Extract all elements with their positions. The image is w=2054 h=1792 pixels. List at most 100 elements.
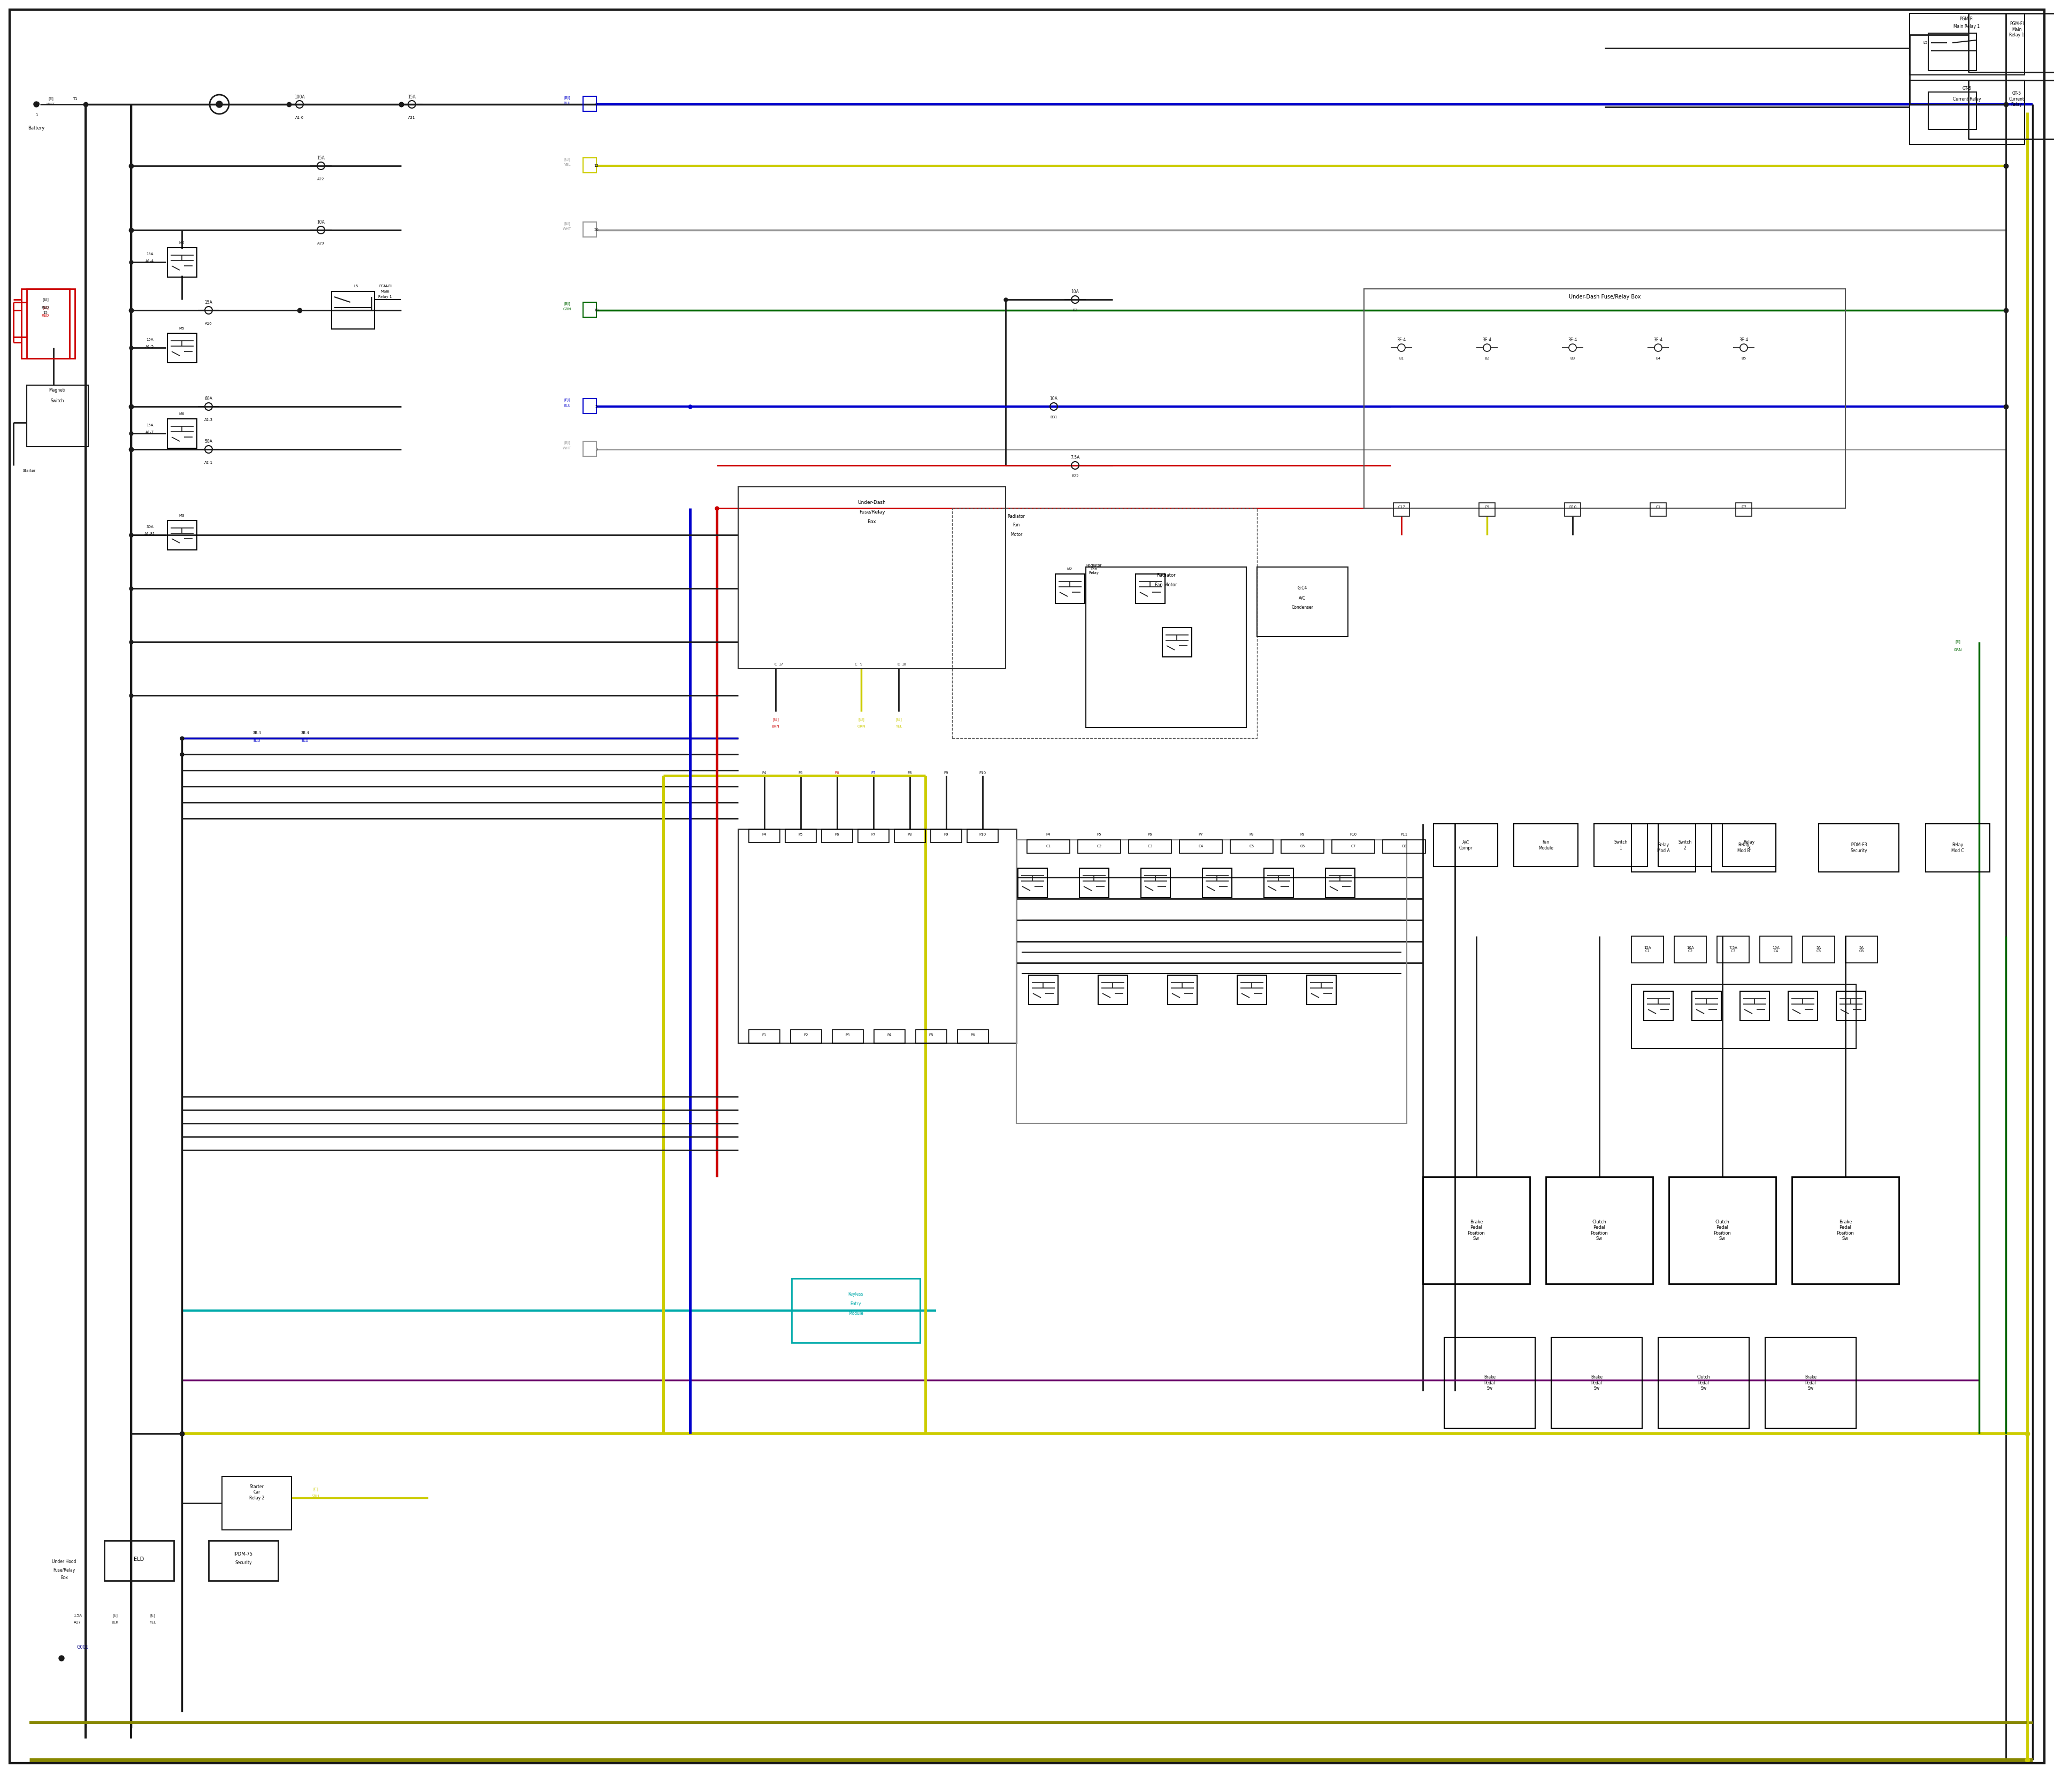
Text: P1: P1: [762, 1034, 766, 1038]
Text: [EJ]: [EJ]: [43, 297, 49, 301]
Bar: [737, 830, 1017, 1043]
Text: D7: D7: [1742, 505, 1746, 509]
Bar: [916, 1030, 947, 1043]
Bar: [1263, 867, 1294, 898]
Text: Starter: Starter: [23, 470, 35, 473]
Bar: [210, 1541, 277, 1581]
Bar: [1789, 991, 1818, 1021]
Bar: [1282, 840, 1325, 853]
Text: P6: P6: [834, 833, 840, 837]
Text: P10: P10: [980, 833, 986, 837]
Text: B4: B4: [1656, 357, 1660, 360]
Text: B2: B2: [1485, 357, 1489, 360]
Bar: [1202, 867, 1232, 898]
Bar: [331, 292, 374, 330]
Bar: [27, 289, 74, 358]
Bar: [1257, 566, 1347, 636]
Text: P5: P5: [799, 833, 803, 837]
Text: Condenser: Condenser: [1292, 606, 1313, 609]
Text: YEL: YEL: [896, 724, 902, 728]
Text: C7: C7: [1352, 844, 1356, 848]
Bar: [1723, 824, 1777, 867]
Bar: [1668, 1177, 1777, 1283]
Bar: [1325, 867, 1356, 898]
Bar: [1078, 840, 1121, 853]
Text: C17: C17: [1399, 505, 1405, 509]
Text: [EJ]: [EJ]: [563, 222, 571, 226]
Bar: [1594, 824, 1647, 867]
Text: B2: B2: [1072, 308, 1078, 312]
Text: [EJ]: [EJ]: [563, 398, 571, 401]
Bar: [1643, 991, 1674, 1021]
Bar: [222, 1477, 292, 1530]
Text: C6: C6: [1300, 844, 1304, 848]
Text: C9: C9: [1485, 505, 1489, 509]
Text: Radiator
Fan
Relay: Radiator Fan Relay: [1087, 564, 1101, 575]
Bar: [1167, 975, 1197, 1005]
Bar: [1514, 824, 1577, 867]
Text: (+): (+): [33, 102, 39, 108]
Text: Keyless: Keyless: [848, 1292, 863, 1297]
Bar: [1029, 975, 1058, 1005]
Bar: [1717, 935, 1750, 962]
Text: 15A: 15A: [316, 156, 325, 161]
Bar: [1658, 824, 1711, 867]
Text: Magneti: Magneti: [49, 389, 66, 392]
Text: Under-Dash Fuse/Relay Box: Under-Dash Fuse/Relay Box: [1569, 294, 1641, 299]
Text: Entry: Entry: [850, 1301, 861, 1306]
Bar: [21, 289, 70, 358]
Text: WHT: WHT: [563, 228, 571, 231]
Text: Fan: Fan: [1013, 523, 1021, 527]
Bar: [1140, 867, 1171, 898]
Text: [E]: [E]: [47, 97, 53, 100]
Text: WHT: WHT: [563, 446, 571, 450]
Text: 12: 12: [594, 165, 600, 167]
Bar: [1658, 1337, 1750, 1428]
Text: T1: T1: [72, 97, 78, 100]
Text: Fuse/Relay: Fuse/Relay: [53, 1568, 76, 1572]
Bar: [791, 1030, 822, 1043]
Bar: [822, 830, 852, 842]
Text: A1-4: A1-4: [146, 260, 154, 263]
Bar: [1803, 935, 1834, 962]
Circle shape: [33, 102, 39, 108]
Text: M5: M5: [179, 326, 185, 330]
Bar: [875, 1030, 906, 1043]
Text: Clutch
Pedal
Position
Sw: Clutch Pedal Position Sw: [1713, 1220, 1732, 1242]
Text: P3: P3: [846, 1034, 850, 1038]
Text: Radiator: Radiator: [1009, 514, 1025, 518]
Text: A17: A17: [74, 1620, 82, 1624]
Text: D: D: [898, 663, 900, 667]
Text: A16: A16: [205, 323, 212, 324]
Bar: [1631, 935, 1664, 962]
Text: C: C: [774, 663, 776, 667]
Text: 3E-4: 3E-4: [1397, 339, 1407, 342]
Text: 100A: 100A: [294, 95, 304, 99]
Text: [EJ]: [EJ]: [896, 717, 902, 720]
Text: Relay 1: Relay 1: [378, 296, 392, 299]
Text: 10A: 10A: [1072, 290, 1078, 294]
Bar: [1230, 840, 1273, 853]
Text: ORN: ORN: [857, 724, 865, 728]
Text: B1: B1: [1399, 357, 1403, 360]
Text: PGM-FI: PGM-FI: [378, 285, 392, 289]
Text: BLU: BLU: [563, 102, 571, 106]
Bar: [1791, 1177, 1898, 1283]
Text: A/C
Compr: A/C Compr: [1458, 840, 1473, 851]
Bar: [832, 1030, 863, 1043]
Text: Brake
Pedal
Sw: Brake Pedal Sw: [1590, 1374, 1602, 1391]
Bar: [1711, 824, 1777, 873]
Text: 8: 8: [596, 102, 598, 106]
Text: 3E-4: 3E-4: [1653, 339, 1664, 342]
Bar: [168, 419, 197, 448]
Bar: [957, 1030, 988, 1043]
Text: [EJ]: [EJ]: [859, 717, 865, 720]
Text: C5: C5: [1249, 844, 1255, 848]
Text: SRH: SRH: [312, 1495, 320, 1498]
Text: G001: G001: [76, 1645, 88, 1650]
Text: Relay
Mod A: Relay Mod A: [1658, 842, 1670, 853]
Text: Module: Module: [848, 1312, 863, 1315]
Bar: [1136, 573, 1165, 604]
Text: C1: C1: [1045, 844, 1052, 848]
Text: Radiator: Radiator: [1156, 573, 1175, 577]
